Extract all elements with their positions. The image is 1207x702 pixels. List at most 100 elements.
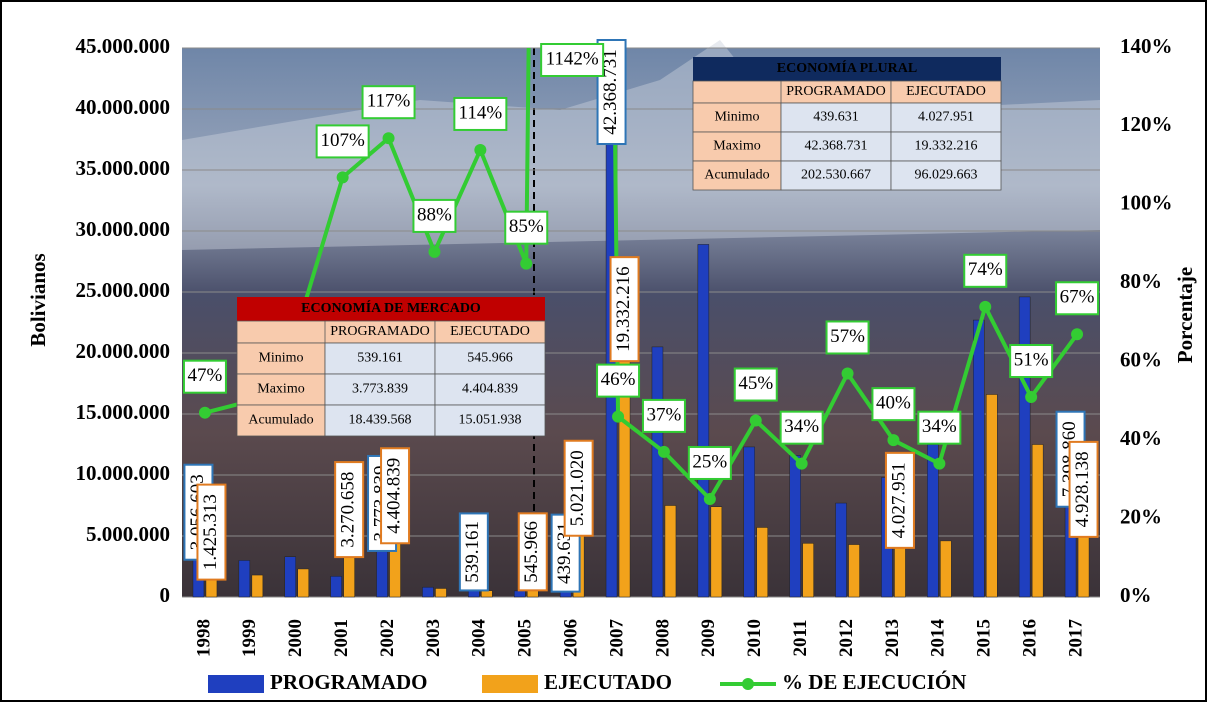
table-cell: 439.631 — [813, 110, 859, 125]
bar — [284, 556, 296, 598]
data-label-box — [1068, 440, 1099, 538]
table-title-bg — [693, 57, 1001, 81]
line-point — [657, 445, 670, 458]
bar — [835, 502, 847, 598]
table-cell: Minimo — [714, 110, 759, 125]
bar — [481, 590, 493, 598]
legend-label: PROGRAMADO — [270, 670, 427, 694]
data-label: 46% — [601, 369, 636, 390]
bar — [973, 319, 985, 598]
legend-label: % DE EJECUCIÓN — [782, 670, 966, 694]
bar — [697, 244, 710, 598]
data-label-box — [196, 483, 227, 581]
bar — [789, 455, 801, 598]
data-label: 37% — [647, 404, 682, 425]
bar — [848, 544, 860, 598]
data-label: 57% — [830, 326, 865, 347]
data-label: 34% — [922, 416, 957, 437]
bar — [514, 590, 526, 598]
data-label: 47% — [188, 365, 223, 386]
data-label: 42.368.731 — [600, 49, 621, 135]
bar — [664, 505, 677, 598]
bar — [330, 576, 342, 598]
x-tick-label: 2014 — [928, 619, 949, 658]
y-tick-label: 35.000.000 — [76, 156, 171, 180]
data-label-box — [412, 198, 457, 233]
line-point — [887, 434, 900, 447]
bar — [205, 579, 218, 598]
data-label-box — [540, 43, 605, 77]
table-cell-bg — [780, 131, 892, 162]
legend-swatch — [482, 675, 538, 693]
legend-marker — [742, 678, 754, 690]
x-tick-label: 2010 — [744, 619, 765, 657]
table-cell-bg — [692, 160, 782, 191]
data-label: 85% — [509, 216, 544, 237]
data-label-box — [641, 398, 686, 433]
y2-tick-label: 140% — [1120, 34, 1173, 58]
table-header: EJECUTADO — [450, 324, 530, 339]
bar — [1077, 536, 1090, 598]
table-cell: 42.368.731 — [805, 139, 868, 154]
data-label-box — [884, 451, 915, 549]
x-tick-label: 2013 — [882, 619, 903, 657]
line-point — [749, 414, 762, 427]
bar — [802, 543, 814, 598]
data-label-box — [315, 124, 370, 159]
bar — [986, 394, 998, 598]
bar — [1018, 296, 1031, 598]
y-axis-title: Bolivianos — [26, 253, 50, 346]
x-tick-label: 1998 — [193, 619, 214, 657]
data-label-box — [871, 387, 916, 422]
y2-tick-label: 20% — [1120, 504, 1162, 528]
x-tick-label: 2005 — [515, 619, 536, 657]
table-header: PROGRAMADO — [330, 324, 430, 339]
data-label: 4.027.951 — [888, 462, 909, 538]
bar — [251, 574, 264, 598]
line — [204, 48, 1079, 503]
line-point — [703, 492, 716, 505]
y-tick-label: 15.000.000 — [76, 400, 171, 424]
data-label: 67% — [1060, 287, 1095, 308]
data-label-box — [182, 359, 227, 394]
y-tick-label: 40.000.000 — [76, 95, 171, 119]
data-label-box — [963, 253, 1008, 288]
y-tick-label: 10.000.000 — [76, 461, 171, 485]
table-cell: Minimo — [258, 351, 303, 366]
data-label: 88% — [417, 204, 452, 225]
table-cell-bg — [780, 102, 892, 133]
line-point — [520, 257, 533, 270]
data-label-box — [563, 439, 594, 537]
data-label-box — [504, 210, 549, 245]
data-label: 539.161 — [462, 521, 483, 583]
data-label-box — [917, 410, 962, 445]
data-label-box — [825, 320, 870, 355]
data-label: 5.021.020 — [567, 450, 588, 526]
bar — [756, 527, 768, 598]
x-tick-label: 2007 — [606, 619, 627, 658]
table-cell: Maximo — [257, 382, 304, 397]
data-label: 4.404.839 — [383, 458, 404, 534]
table-header: EJECUTADO — [906, 84, 986, 99]
data-label: 40% — [876, 393, 911, 414]
y-tick-label: 45.000.000 — [76, 34, 171, 58]
data-label-box — [733, 367, 778, 402]
data-label: 545.966 — [521, 521, 542, 583]
table-cell: 4.404.839 — [462, 382, 518, 397]
data-label-box — [380, 447, 411, 545]
data-label-box — [1055, 281, 1100, 316]
bar — [940, 540, 952, 598]
table-cell-bg — [236, 342, 326, 375]
data-label: 4.928.138 — [1072, 451, 1093, 527]
y2-tick-label: 0% — [1120, 583, 1152, 607]
line-point — [1025, 391, 1038, 404]
data-label: 45% — [738, 373, 773, 394]
x-tick-label: 2002 — [377, 619, 398, 657]
bar — [710, 506, 723, 598]
line-point — [382, 132, 395, 145]
bar — [422, 586, 434, 598]
bar — [651, 346, 664, 598]
legend-swatch — [208, 675, 264, 693]
data-label: 114% — [459, 102, 503, 123]
